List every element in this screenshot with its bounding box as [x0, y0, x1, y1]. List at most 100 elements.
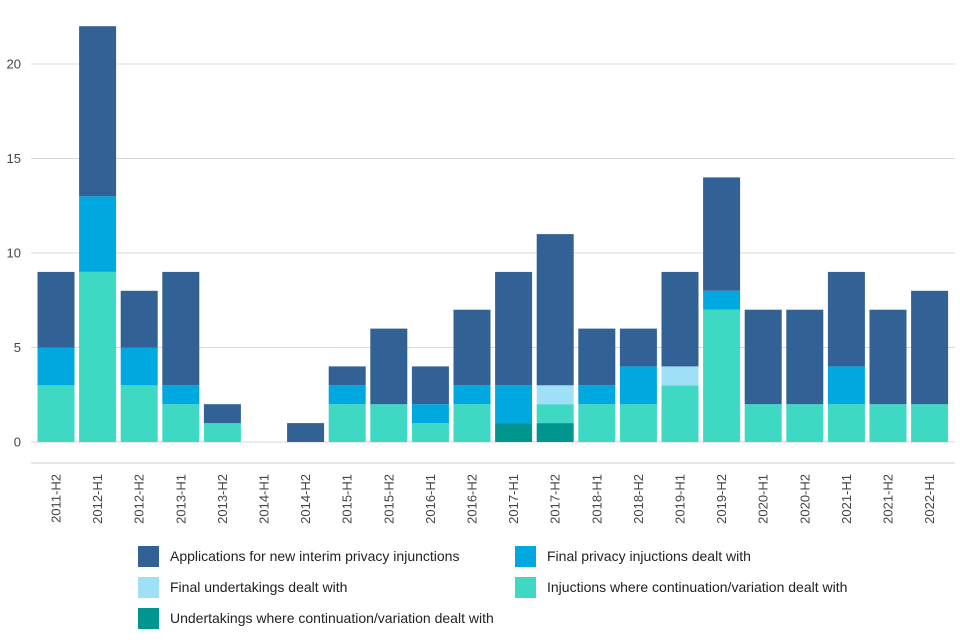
x-tick-label: 2013-H1 — [173, 474, 188, 524]
bar-segment[interactable]: 2021-H2 — Injuctions where continuation/… — [869, 404, 907, 442]
bar-segment[interactable]: 2021-H1 — Final privacy injuctions dealt… — [827, 366, 865, 405]
bar-segment[interactable]: 2019-H1 — Final undertakings dealt with:… — [661, 366, 699, 386]
bar-segment[interactable]: 2019-H2 — Injuctions where continuation/… — [703, 309, 741, 442]
y-tick-label: 10 — [7, 246, 21, 261]
x-tick-label: 2011-H2 — [49, 474, 64, 523]
x-tick-label: 2022-H1 — [922, 474, 937, 524]
bar-segment[interactable]: 2018-H1 — Applications for new interim p… — [578, 328, 616, 386]
bar-segment[interactable]: 2012-H1 — Injuctions where continuation/… — [79, 271, 117, 442]
x-tick-label: 2020-H1 — [756, 474, 771, 524]
bar-segment[interactable]: 2014-H2 — Applications for new interim p… — [287, 423, 325, 442]
bar-segment[interactable]: 2012-H2 — Final privacy injuctions dealt… — [120, 347, 158, 386]
bar-segment[interactable]: 2017-H1 — Final privacy injuctions dealt… — [495, 385, 533, 424]
bar-segment[interactable]: 2021-H1 — Injuctions where continuation/… — [827, 404, 865, 442]
bars: 2011-H2 — Injuctions where continuation/… — [37, 26, 949, 442]
x-tick-label: 2012-H1 — [90, 474, 105, 524]
x-tick-label: 2019-H1 — [673, 474, 688, 524]
bar-segment[interactable]: 2017-H2 — Final undertakings dealt with:… — [536, 385, 574, 405]
legend-label: Undertakings where continuation/variatio… — [170, 610, 494, 626]
bar-segment[interactable]: 2012-H1 — Final privacy injuctions dealt… — [79, 196, 117, 272]
bar-segment[interactable]: 2019-H2 — Applications for new interim p… — [703, 177, 741, 291]
bar-segment[interactable]: 2018-H2 — Applications for new interim p… — [619, 328, 657, 367]
x-tick-label: 2021-H1 — [839, 474, 854, 524]
bar-segment[interactable]: 2020-H1 — Injuctions where continuation/… — [744, 404, 782, 442]
x-tick-label: 2017-H1 — [506, 474, 521, 524]
bar-segment[interactable]: 2017-H1 — Undertakings where continuatio… — [495, 423, 533, 442]
bar-segment[interactable]: 2015-H1 — Applications for new interim p… — [328, 366, 366, 386]
y-axis-ticks: 0 5 10 15 20 — [7, 57, 21, 450]
bar-segment[interactable]: 2012-H2 — Applications for new interim p… — [120, 290, 158, 348]
bar-segment[interactable]: 2018-H2 — Final privacy injuctions dealt… — [619, 366, 657, 405]
legend-swatch — [515, 576, 536, 598]
bar-segment[interactable]: 2016-H2 — Applications for new interim p… — [453, 309, 491, 386]
legend-item-undertakings-continuation[interactable]: Undertakings where continuation/variatio… — [138, 607, 494, 629]
bar-segment[interactable]: 2019-H1 — Applications for new interim p… — [661, 271, 699, 367]
bar-segment[interactable]: 2013-H2 — Injuctions where continuation/… — [203, 423, 241, 442]
x-tick-label: 2015-H2 — [381, 474, 396, 524]
x-tick-label: 2016-H2 — [465, 474, 480, 524]
y-tick-label: 5 — [14, 340, 21, 355]
bar-segment[interactable]: 2015-H1 — Final privacy injuctions dealt… — [328, 385, 366, 405]
x-tick-label: 2012-H2 — [132, 474, 147, 524]
legend-item-applications[interactable]: Applications for new interim privacy inj… — [138, 545, 459, 567]
bar-segment[interactable]: 2021-H2 — Applications for new interim p… — [869, 309, 907, 405]
bar-segment[interactable]: 2012-H1 — Applications for new interim p… — [79, 26, 117, 197]
bar-segment[interactable]: 2013-H1 — Injuctions where continuation/… — [162, 404, 200, 442]
bar-segment[interactable]: 2022-H1 — Applications for new interim p… — [911, 290, 949, 405]
bar-segment[interactable]: 2013-H1 — Applications for new interim p… — [162, 271, 200, 386]
x-tick-label: 2018-H1 — [589, 474, 604, 524]
bar-segment[interactable]: 2015-H2 — Injuctions where continuation/… — [370, 404, 408, 442]
bar-segment[interactable]: 2015-H1 — Injuctions where continuation/… — [328, 404, 366, 442]
x-axis-ticks: 2011-H2 2012-H1 2012-H2 2013-H1 2013-H2 2014-… — [49, 474, 938, 524]
bar-segment[interactable]: 2017-H2 — Undertakings where continuatio… — [536, 423, 574, 442]
x-tick-label: 2019-H2 — [714, 474, 729, 524]
y-tick-label: 0 — [14, 435, 21, 450]
legend-item-injunctions-continuation[interactable]: Injuctions where continuation/variation … — [515, 576, 847, 598]
bar-segment[interactable]: 2022-H1 — Injuctions where continuation/… — [911, 404, 949, 442]
legend-swatch — [138, 545, 159, 567]
x-tick-label: 2017-H2 — [548, 474, 563, 524]
bar-segment[interactable]: 2017-H2 — Applications for new interim p… — [536, 234, 574, 386]
y-tick-label: 20 — [7, 57, 21, 72]
bar-segment[interactable]: 2011-H2 — Final privacy injuctions dealt… — [37, 347, 75, 386]
legend-label: Injuctions where continuation/variation … — [547, 579, 848, 595]
bar-segment[interactable]: 2019-H1 — Injuctions where continuation/… — [661, 385, 699, 442]
bar-segment[interactable]: 2018-H2 — Injuctions where continuation/… — [619, 404, 657, 442]
legend-label: Applications for new interim privacy inj… — [170, 548, 460, 564]
bar-segment[interactable]: 2018-H1 — Final privacy injuctions dealt… — [578, 385, 616, 405]
bar-segment[interactable]: 2013-H2 — Applications for new interim p… — [203, 404, 241, 424]
bar-segment[interactable]: 2016-H2 — Injuctions where continuation/… — [453, 404, 491, 442]
bar-segment[interactable]: 2011-H2 — Applications for new interim p… — [37, 271, 75, 348]
bar-segment[interactable]: 2017-H1 — Applications for new interim p… — [495, 271, 533, 386]
x-tick-label: 2020-H2 — [797, 474, 812, 524]
x-tick-label: 2014-H2 — [298, 474, 313, 524]
bar-segment[interactable]: 2013-H1 — Final privacy injuctions dealt… — [162, 385, 200, 405]
bar-segment[interactable]: 2016-H1 — Applications for new interim p… — [411, 366, 449, 405]
bar-segment[interactable]: 2020-H2 — Injuctions where continuation/… — [786, 404, 824, 442]
bar-segment[interactable]: 2012-H2 — Injuctions where continuation/… — [120, 385, 158, 442]
bar-segment[interactable]: 2015-H2 — Applications for new interim p… — [370, 328, 408, 405]
x-tick-label: 2013-H2 — [215, 474, 230, 524]
bar-segment[interactable]: 2019-H2 — Final privacy injuctions dealt… — [703, 290, 741, 310]
legend-swatch — [138, 576, 159, 598]
bar-segment[interactable]: 2020-H1 — Applications for new interim p… — [744, 309, 782, 405]
legend-swatch — [138, 607, 159, 629]
bar-segment[interactable]: 2016-H1 — Final privacy injuctions dealt… — [411, 404, 449, 424]
legend-label: Final undertakings dealt with — [170, 579, 348, 595]
bar-segment[interactable]: 2018-H1 — Injuctions where continuation/… — [578, 404, 616, 442]
x-tick-label: 2014-H1 — [257, 474, 272, 524]
stacked-bar-chart: 0 5 10 15 20 2011-H2 — Injuctions where cont… — [7, 26, 955, 524]
legend-item-final-undertakings[interactable]: Final undertakings dealt with — [138, 576, 347, 598]
x-tick-label: 2016-H1 — [423, 474, 438, 524]
x-tick-label: 2021-H2 — [881, 474, 896, 524]
bar-segment[interactable]: 2011-H2 — Injuctions where continuation/… — [37, 385, 75, 442]
bar-segment[interactable]: 2016-H2 — Final privacy injuctions dealt… — [453, 385, 491, 405]
bar-segment[interactable]: 2021-H1 — Applications for new interim p… — [827, 271, 865, 367]
bar-segment[interactable]: 2017-H2 — Injuctions where continuation/… — [536, 404, 574, 424]
legend-label: Final privacy injuctions dealt with — [547, 548, 751, 564]
bar-segment[interactable]: 2016-H1 — Injuctions where continuation/… — [411, 423, 449, 442]
legend-item-final-injunctions[interactable]: Final privacy injuctions dealt with — [515, 545, 751, 567]
bar-segment[interactable]: 2020-H2 — Applications for new interim p… — [786, 309, 824, 405]
legend-swatch — [515, 545, 536, 567]
x-tick-label: 2015-H1 — [340, 474, 355, 524]
